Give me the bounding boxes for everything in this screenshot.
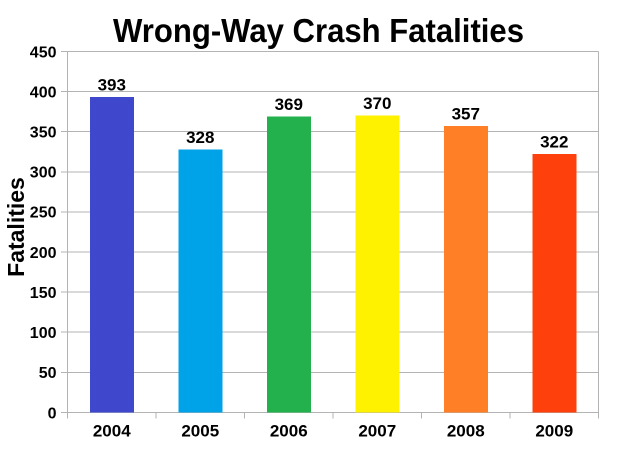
svg-text:370: 370 bbox=[363, 94, 391, 113]
svg-text:328: 328 bbox=[186, 128, 214, 147]
svg-text:250: 250 bbox=[30, 205, 57, 222]
svg-text:2008: 2008 bbox=[447, 421, 485, 440]
svg-text:2006: 2006 bbox=[270, 421, 308, 440]
svg-text:2009: 2009 bbox=[535, 421, 573, 440]
svg-text:50: 50 bbox=[39, 365, 57, 382]
svg-text:Fatalities: Fatalities bbox=[3, 177, 29, 277]
svg-text:300: 300 bbox=[30, 165, 57, 182]
svg-text:150: 150 bbox=[30, 285, 57, 302]
svg-text:0: 0 bbox=[48, 405, 57, 422]
svg-text:450: 450 bbox=[30, 44, 57, 61]
svg-text:100: 100 bbox=[30, 325, 57, 342]
svg-text:2005: 2005 bbox=[181, 421, 219, 440]
svg-text:2007: 2007 bbox=[358, 421, 396, 440]
svg-text:369: 369 bbox=[275, 95, 303, 114]
svg-text:Wrong-Way Crash Fatalities: Wrong-Way Crash Fatalities bbox=[113, 12, 524, 49]
svg-text:2004: 2004 bbox=[93, 421, 131, 440]
svg-text:393: 393 bbox=[98, 76, 126, 95]
svg-text:350: 350 bbox=[30, 125, 57, 142]
svg-text:357: 357 bbox=[452, 105, 480, 124]
svg-text:400: 400 bbox=[30, 84, 57, 101]
svg-text:322: 322 bbox=[540, 133, 568, 152]
svg-text:200: 200 bbox=[30, 245, 57, 262]
